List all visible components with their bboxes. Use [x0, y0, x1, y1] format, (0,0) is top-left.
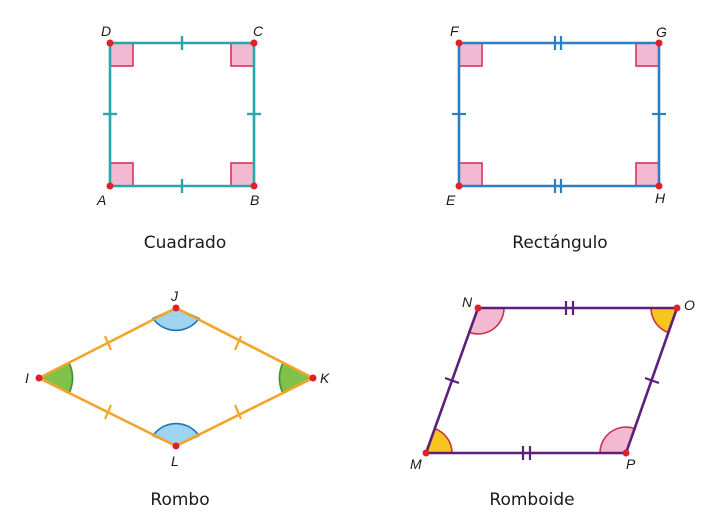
- rhombus-tick-marks: [103, 335, 243, 420]
- vertex-o-dot: [673, 304, 681, 312]
- vertex-label-m: M: [410, 456, 422, 472]
- vertex-label-e: E: [446, 192, 456, 208]
- angle-n-mark: [467, 307, 505, 335]
- rhomboid-figure: M N O P Romboide: [410, 294, 695, 510]
- rectangle-tick-marks: [452, 36, 666, 193]
- vertex-i-dot: [35, 374, 43, 382]
- vertex-label-h: H: [655, 190, 666, 206]
- vertex-label-d: D: [101, 23, 111, 39]
- vertex-label-k: K: [320, 370, 330, 386]
- angle-p-mark: [599, 426, 637, 454]
- square-figure: A B C D Cuadrado: [96, 23, 264, 253]
- vertex-label-a: A: [96, 192, 106, 208]
- rectangle-title: Rectángulo: [512, 233, 607, 253]
- rhomboid-angle-marks: [424, 307, 679, 454]
- rhombus-figure: I J K L Rombo: [25, 288, 330, 510]
- vertex-l-dot: [172, 442, 180, 450]
- vertex-label-p: P: [626, 456, 636, 472]
- vertex-label-c: C: [253, 23, 264, 39]
- rectangle-right-angle-marks: [458, 42, 660, 187]
- square-right-angle-marks: [109, 42, 255, 187]
- vertex-c-dot: [250, 39, 258, 47]
- vertex-label-l: L: [171, 453, 179, 469]
- rhombus-title: Rombo: [150, 490, 209, 510]
- vertex-k-dot: [309, 374, 317, 382]
- square-title: Cuadrado: [144, 233, 226, 253]
- vertex-h-dot: [655, 182, 663, 190]
- vertex-m-dot: [422, 449, 430, 457]
- rectangle-outline: [457, 41, 661, 188]
- rhomboid-vertex-points: [422, 304, 681, 457]
- rhomboid-title: Romboide: [489, 490, 574, 510]
- vertex-label-j: J: [170, 288, 179, 304]
- square-tick-marks: [103, 36, 261, 193]
- rhombus-vertex-points: [35, 304, 317, 450]
- vertex-label-g: G: [656, 24, 667, 40]
- angle-i-mark: [37, 361, 74, 395]
- vertex-e-dot: [455, 182, 463, 190]
- vertex-g-dot: [655, 39, 663, 47]
- vertex-p-dot: [622, 449, 630, 457]
- vertex-j-dot: [172, 304, 180, 312]
- vertex-label-n: N: [462, 294, 473, 310]
- angle-k-mark: [278, 361, 315, 395]
- vertex-label-f: F: [450, 23, 460, 39]
- rectangle-vertex-points: [455, 39, 663, 190]
- vertex-label-o: O: [684, 297, 695, 313]
- vertex-label-b: B: [250, 192, 259, 208]
- vertex-f-dot: [455, 39, 463, 47]
- rectangle-figure: E H G F Rectángulo: [446, 23, 667, 253]
- square-vertex-points: [106, 39, 258, 190]
- vertex-label-i: I: [25, 370, 29, 386]
- vertex-d-dot: [106, 39, 114, 47]
- rhombus-angle-marks: [37, 307, 315, 447]
- rhomboid-tick-marks: [444, 301, 660, 460]
- vertex-b-dot: [250, 182, 258, 190]
- rhomboid-outline: [424, 306, 679, 455]
- vertex-n-dot: [474, 304, 482, 312]
- vertex-a-dot: [106, 182, 114, 190]
